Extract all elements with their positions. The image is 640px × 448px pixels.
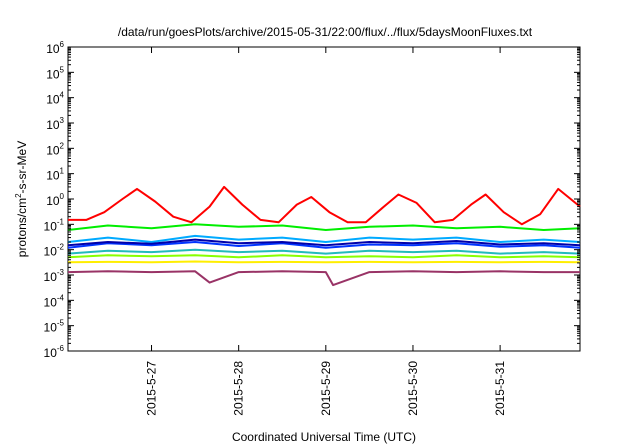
- series-line-2: [67, 223, 581, 231]
- x-tick-label: 2015-5-30: [406, 361, 420, 416]
- y-tick-label: 10-2: [44, 243, 65, 259]
- y-tick-label: 104: [46, 91, 64, 107]
- y-tick-label: 10-5: [44, 319, 65, 335]
- y-tick-label: 105: [46, 65, 64, 81]
- y-tick-label: 100: [46, 192, 64, 208]
- y-tick-label: 102: [46, 141, 64, 157]
- series-line-4: [67, 241, 581, 249]
- y-axis-label: protons/cm2-s-sr-MeV: [14, 141, 29, 257]
- series-line-7: [67, 254, 581, 259]
- x-axis-label: Coordinated Universal Time (UTC): [232, 430, 416, 444]
- series-line-6: [67, 248, 581, 255]
- y-tick-label: 10-6: [44, 344, 65, 360]
- svg-text:protons/cm2-s-sr-MeV: protons/cm2-s-sr-MeV: [14, 141, 29, 257]
- series-layer: [67, 185, 581, 287]
- axis-layer: 10-6 10-5 10-4 10-3 10-2 10-1 100 101 102 103 104 1…: [44, 40, 580, 416]
- chart-title: /data/run/goesPlots/archive/2015-05-31/2…: [118, 25, 533, 39]
- y-axis-label-base: protons/cm: [15, 198, 29, 257]
- x-tick-label: 2015-5-29: [319, 361, 333, 416]
- series-line-3: [67, 234, 581, 243]
- y-axis-label-rest: -s-sr-MeV: [15, 141, 29, 194]
- series-line-8: [67, 260, 581, 264]
- y-tick-label: 101: [46, 167, 64, 183]
- x-tick-label: 2015-5-31: [493, 361, 507, 416]
- series-line-5: [67, 238, 581, 247]
- x-tick-label: 2015-5-28: [232, 361, 246, 416]
- y-axis-label-sup: 2: [14, 193, 23, 198]
- y-tick-label: 10-3: [44, 268, 65, 284]
- y-tick-label: 103: [46, 116, 64, 132]
- y-tick-label: 10-4: [44, 293, 65, 309]
- y-tick-label: 10-1: [44, 217, 65, 233]
- x-tick-label: 2015-5-27: [145, 361, 159, 416]
- series-line-9: [67, 270, 580, 287]
- plot-area: [67, 46, 581, 352]
- series-line-1: [68, 185, 581, 226]
- y-tick-label: 106: [46, 40, 64, 56]
